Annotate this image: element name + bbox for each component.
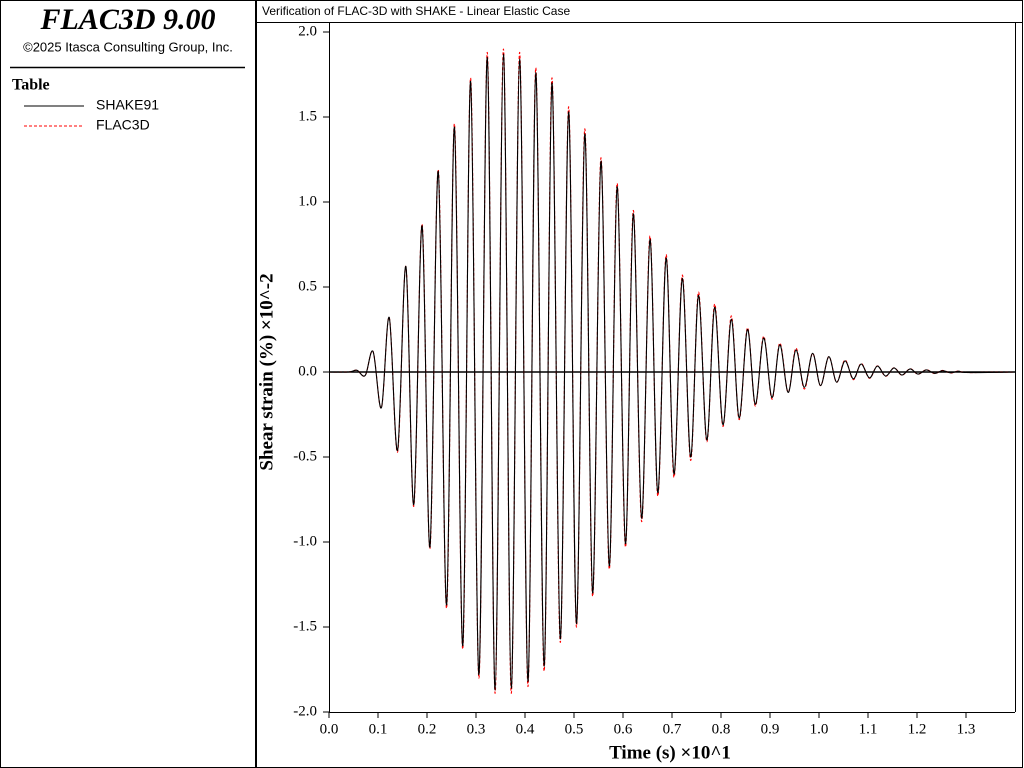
x-tick-label: 1.0 bbox=[810, 721, 829, 737]
x-tick-label: 0.7 bbox=[663, 721, 682, 737]
y-tick-label: 0.5 bbox=[298, 278, 317, 294]
x-tick-label: 0.3 bbox=[467, 721, 486, 737]
chart-title: Verification of FLAC-3D with SHAKE - Lin… bbox=[262, 4, 570, 18]
y-tick-label: -1.5 bbox=[293, 618, 317, 634]
x-tick-label: 0.0 bbox=[320, 721, 339, 737]
y-axis-label: Shear strain (%) ×10^-2 bbox=[256, 273, 277, 470]
x-axis-label: Time (s) ×10^1 bbox=[609, 742, 731, 763]
x-tick-label: 0.8 bbox=[712, 721, 731, 737]
legend-title: Table bbox=[12, 77, 50, 94]
plot-panel bbox=[256, 0, 1023, 768]
x-tick-label: 0.5 bbox=[565, 721, 584, 737]
x-tick-label: 0.6 bbox=[614, 721, 633, 737]
y-tick-label: 0.0 bbox=[298, 363, 317, 379]
legend-label: FLAC3D bbox=[96, 117, 150, 133]
y-tick-label: -0.5 bbox=[293, 448, 317, 464]
x-tick-label: 0.9 bbox=[761, 721, 780, 737]
x-tick-label: 0.2 bbox=[418, 721, 437, 737]
y-tick-label: 1.5 bbox=[298, 108, 317, 124]
y-tick-label: -2.0 bbox=[293, 703, 317, 719]
app-title: FLAC3D 9.00 bbox=[39, 3, 215, 36]
y-tick-label: 2.0 bbox=[298, 23, 317, 39]
legend-label: SHAKE91 bbox=[96, 97, 159, 113]
y-tick-label: -1.0 bbox=[293, 533, 317, 549]
x-tick-label: 1.1 bbox=[859, 721, 878, 737]
left-panel bbox=[0, 0, 256, 768]
y-tick-label: 1.0 bbox=[298, 193, 317, 209]
x-tick-label: 1.2 bbox=[908, 721, 927, 737]
x-tick-label: 0.1 bbox=[369, 721, 388, 737]
copyright: ©2025 Itasca Consulting Group, Inc. bbox=[23, 39, 233, 54]
x-tick-label: 1.3 bbox=[957, 721, 976, 737]
x-tick-label: 0.4 bbox=[516, 721, 535, 737]
series-line bbox=[328, 53, 1016, 691]
